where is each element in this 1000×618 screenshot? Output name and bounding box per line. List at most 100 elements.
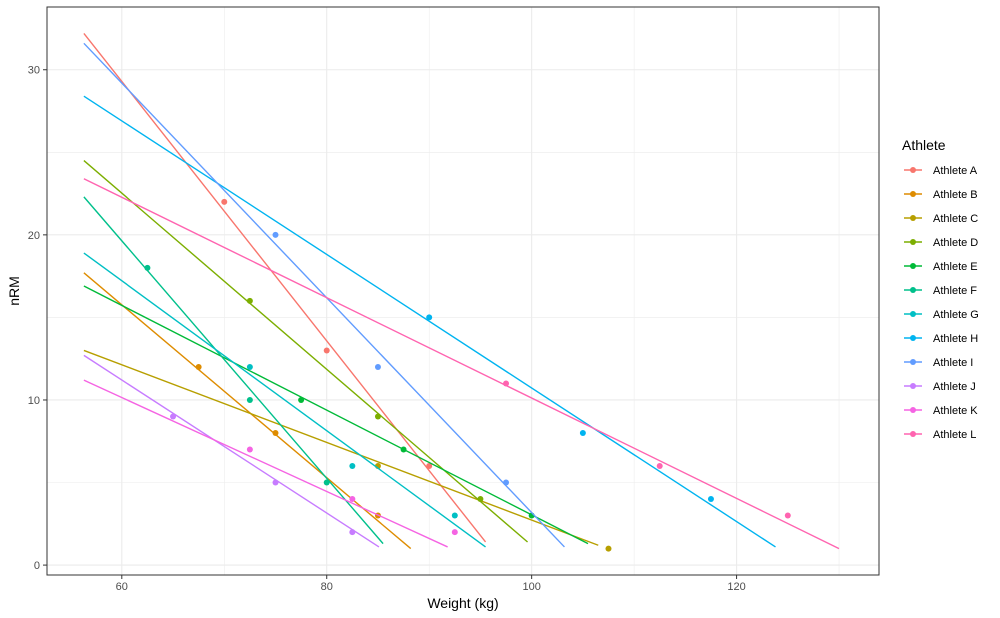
legend-item: Athlete I [904,357,973,369]
fit-line [83,178,840,550]
data-point [298,396,305,403]
data-point [144,264,151,271]
legend-key-point [910,359,916,365]
legend-item: Athlete F [904,285,977,297]
data-point [503,380,510,387]
series-athlete-h [83,95,776,548]
x-tick-label: 100 [522,581,540,593]
data-point [374,363,381,370]
legend-label: Athlete L [933,429,976,441]
series-athlete-f [83,196,384,545]
legend-item: Athlete C [904,213,978,225]
data-point [246,297,253,304]
data-point [503,479,510,486]
data-point [451,512,458,519]
series-athlete-a [83,32,487,543]
y-tick-label: 30 [28,65,40,77]
legend-item: Athlete D [904,237,978,249]
legend-key-point [910,215,916,221]
fit-line [83,379,448,548]
legend-label: Athlete G [933,309,979,321]
fit-line [83,160,529,543]
data-point [784,512,791,519]
series-athlete-i [83,42,565,548]
legend-label: Athlete H [933,333,978,345]
data-point [221,198,228,205]
legend-key-point [910,407,916,413]
y-tick-label: 0 [34,560,40,572]
legend-label: Athlete K [933,405,978,417]
fit-line [83,95,776,548]
fit-line [83,196,384,545]
legend-title: Athlete [902,137,946,153]
x-tick-label: 60 [116,581,128,593]
legend-label: Athlete C [933,213,978,225]
series-athlete-c [83,349,612,552]
data-point [195,363,202,370]
series-athlete-g [83,252,486,548]
legend-item: Athlete E [904,261,978,273]
fit-line [83,272,412,550]
data-point [374,413,381,420]
legend-item: Athlete B [904,189,978,201]
series-athlete-j [83,354,380,548]
legend-key-point [910,431,916,437]
data-point [426,314,433,321]
legend-item: Athlete G [904,309,979,321]
fit-line [83,252,486,548]
legend-label: Athlete I [933,357,973,369]
data-point [323,479,330,486]
axis-ticks: 60 80 100 120 0 10 20 30 [28,65,746,593]
y-tick-label: 10 [28,395,40,407]
legend-label: Athlete F [933,285,977,297]
legend-label: Athlete A [933,165,978,177]
series-athlete-k [83,379,458,548]
legend: Athlete Athlete A Athlete B Athlete C Athle… [902,137,979,441]
data-point [349,496,356,503]
y-axis-title: nRM [6,276,22,306]
legend-key-point [910,335,916,341]
legend-key-point [910,287,916,293]
x-tick-label: 120 [727,581,745,593]
data-point [451,529,458,536]
data-point [272,430,279,436]
fit-line [83,42,565,548]
data-point [349,463,356,470]
legend-key-point [910,263,916,269]
fit-line [83,349,599,546]
legend-key-point [910,383,916,389]
data-point [707,496,714,503]
legend-key-point [910,311,916,317]
legend-label: Athlete D [933,237,978,249]
data-point [246,363,253,370]
data-point [246,446,253,453]
legend-label: Athlete B [933,189,978,201]
legend-item: Athlete J [904,381,976,393]
data-point [272,231,279,238]
series-athlete-d [83,160,529,543]
series-athlete-l [83,178,840,550]
legend-key-point [910,239,916,245]
data-point [579,430,586,436]
data-point [656,463,663,470]
marks [83,32,840,552]
x-axis-title: Weight (kg) [427,595,498,611]
grid [47,7,879,575]
data-point [246,396,253,403]
data-point [170,413,177,420]
legend-item: Athlete H [904,333,978,345]
plot-panel-border [46,6,880,576]
fit-line [83,32,487,543]
legend-item: Athlete A [904,165,978,177]
data-point [349,529,356,536]
legend-label: Athlete J [933,381,976,393]
legend-item: Athlete L [904,429,976,441]
legend-key-point [910,191,916,197]
data-point [400,446,407,453]
legend-key-point [910,167,916,173]
fit-line [83,285,589,545]
y-tick-label: 20 [28,230,40,242]
data-point [477,496,484,503]
data-point [272,479,279,486]
